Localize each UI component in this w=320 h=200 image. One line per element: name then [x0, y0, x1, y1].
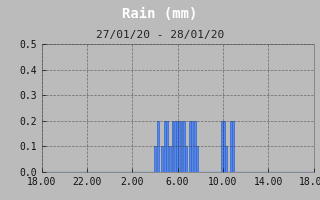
Bar — [189, 121, 191, 172]
Bar — [166, 121, 168, 172]
Bar — [174, 121, 176, 172]
Bar — [185, 146, 187, 172]
Bar — [183, 121, 185, 172]
Bar — [178, 121, 180, 172]
Bar — [232, 121, 234, 172]
Bar — [154, 146, 156, 172]
Bar — [161, 146, 163, 172]
Bar — [157, 121, 159, 172]
Bar — [223, 121, 225, 172]
Text: 27/01/20 - 28/01/20: 27/01/20 - 28/01/20 — [96, 30, 224, 40]
Bar — [221, 121, 223, 172]
Bar — [196, 146, 198, 172]
Bar — [191, 121, 193, 172]
Bar — [230, 121, 232, 172]
Bar — [181, 121, 182, 172]
Bar — [164, 121, 166, 172]
Bar — [225, 146, 227, 172]
Bar — [172, 121, 173, 172]
Text: Rain (mm): Rain (mm) — [122, 6, 198, 21]
Bar — [169, 146, 171, 172]
Bar — [194, 121, 196, 172]
Bar — [176, 121, 178, 172]
